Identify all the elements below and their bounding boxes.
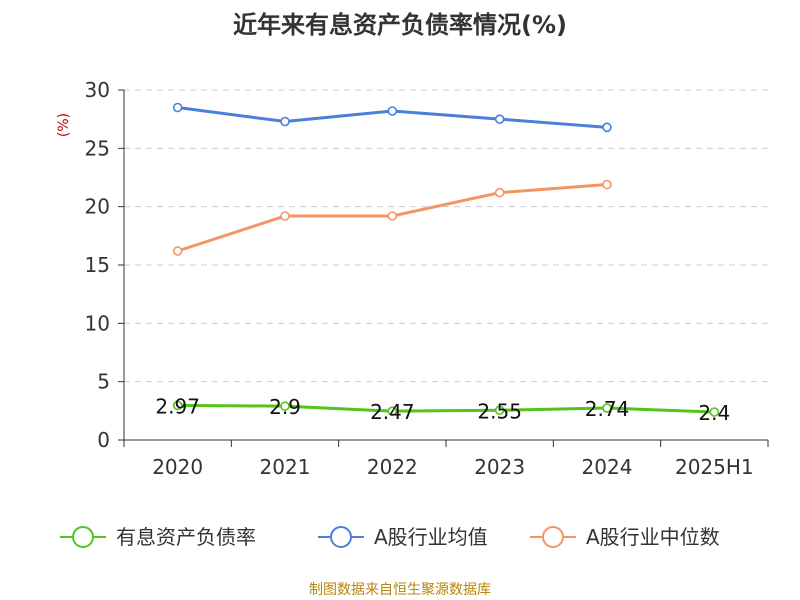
y-tick-label: 0	[97, 428, 110, 452]
y-tick-label: 20	[85, 195, 110, 219]
series-1	[172, 400, 720, 417]
data-point	[602, 403, 612, 413]
y-tick-label: 25	[85, 136, 110, 160]
axes: 0 5 10 15 20 25 30 2020 2021 2022 2023 2024 2025H1	[85, 78, 769, 479]
grid-lines	[124, 89, 768, 383]
legend-item-3: A股行业中位数	[530, 525, 720, 549]
x-tick-label: 2020	[152, 455, 203, 479]
y-tick-label: 15	[85, 253, 110, 277]
data-point	[172, 102, 183, 113]
x-tick-label: 2024	[582, 455, 633, 479]
x-tick-label: 2023	[474, 455, 525, 479]
data-point	[387, 406, 398, 416]
source-note: 制图数据来自恒生聚源数据库	[309, 582, 491, 598]
data-label: 2.9	[269, 395, 301, 419]
legend-marker	[542, 526, 564, 548]
legend-marker	[330, 526, 352, 548]
data-point	[280, 401, 290, 411]
legend-label: A股行业中位数	[586, 525, 720, 549]
data-point	[494, 187, 505, 198]
data-point	[494, 114, 505, 124]
x-tick-label: 2022	[367, 455, 418, 479]
series-3	[172, 179, 612, 256]
data-point	[494, 405, 505, 416]
data-point	[602, 179, 612, 190]
data-label: 2.55	[477, 399, 522, 423]
data-point	[387, 106, 398, 116]
legend-item-2: A股行业均值	[318, 525, 488, 549]
data-point	[387, 211, 398, 221]
data-point	[709, 407, 720, 417]
y-tick-label: 10	[85, 311, 110, 335]
data-label: 2.4	[698, 401, 730, 425]
x-tick-label: 2021	[260, 455, 311, 479]
y-tick-label: 30	[85, 78, 110, 102]
y-axis-label: (%)	[56, 113, 72, 137]
data-point	[280, 211, 290, 221]
data-point	[280, 116, 290, 127]
legend: 有息资产负债率 A股行业均值 A股行业中位数	[60, 525, 720, 549]
data-label: 2.47	[370, 400, 415, 424]
series-line	[177, 403, 715, 414]
data-point	[172, 246, 183, 256]
x-tick-label: 2025H1	[675, 455, 754, 479]
data-label: 2.97	[155, 394, 200, 418]
data-label: 2.74	[585, 397, 630, 421]
y-tick-label: 5	[97, 370, 110, 394]
legend-label: 有息资产负债率	[116, 525, 256, 549]
chart-title: 近年来有息资产负债率情况(%)	[233, 11, 567, 39]
data-labels: 2.97 2.9 2.47 2.55 2.74 2.4	[155, 394, 730, 425]
series-layer	[172, 102, 720, 417]
legend-label: A股行业均值	[374, 525, 488, 549]
data-point	[602, 122, 612, 133]
data-point	[172, 400, 183, 411]
legend-item-1: 有息资产负债率	[60, 525, 256, 549]
series-2	[172, 102, 612, 133]
legend-marker	[72, 526, 94, 548]
